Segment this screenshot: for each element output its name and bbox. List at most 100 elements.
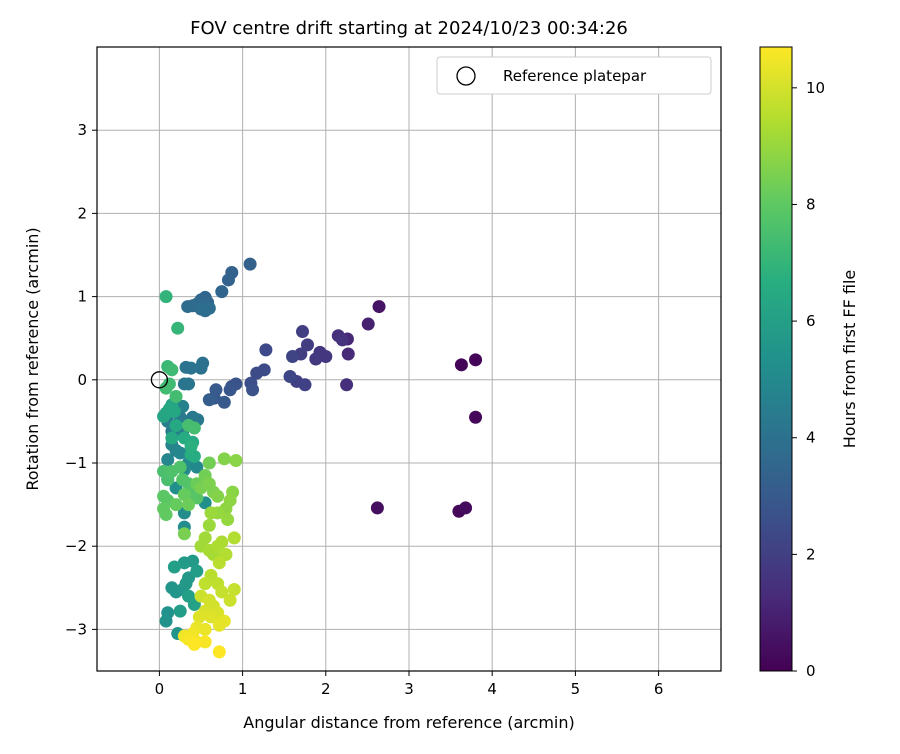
colorbar-tick-label: 6 xyxy=(806,312,816,330)
x-tick-label: 0 xyxy=(155,680,165,698)
data-point xyxy=(173,460,187,474)
chart-title: FOV centre drift starting at 2024/10/23 … xyxy=(190,18,628,39)
y-tick-label: 1 xyxy=(77,288,87,306)
data-point xyxy=(165,431,179,445)
data-point xyxy=(159,508,173,522)
legend-box xyxy=(436,56,712,95)
data-point xyxy=(229,454,243,468)
data-point xyxy=(459,501,473,515)
data-point xyxy=(223,593,237,607)
y-axis-label: Rotation from reference (arcmin) xyxy=(23,227,42,490)
data-point xyxy=(215,535,229,549)
data-point xyxy=(198,577,212,591)
x-tick-label: 2 xyxy=(321,680,331,698)
data-point xyxy=(469,410,483,424)
data-point xyxy=(372,300,386,314)
data-point xyxy=(227,582,241,596)
data-point xyxy=(296,325,310,339)
data-point xyxy=(167,404,181,418)
x-axis-ticks: 0 1 2 3 4 5 6 xyxy=(155,671,664,698)
colorbar-tick-label: 2 xyxy=(806,545,816,563)
data-point xyxy=(184,361,198,375)
data-point xyxy=(209,383,223,397)
data-point xyxy=(159,381,173,395)
x-tick-label: 6 xyxy=(654,680,664,698)
data-point xyxy=(187,449,201,463)
y-tick-label: 0 xyxy=(77,371,87,389)
data-point xyxy=(198,635,212,649)
data-point xyxy=(335,333,349,347)
legend-marker-icon xyxy=(456,66,476,86)
x-tick-label: 4 xyxy=(487,680,497,698)
reference-point-marker xyxy=(150,371,169,389)
data-point xyxy=(169,389,183,403)
data-point xyxy=(286,350,300,364)
data-point xyxy=(223,383,237,397)
data-point xyxy=(169,498,183,512)
data-point xyxy=(181,300,195,314)
data-point xyxy=(190,460,204,474)
data-point xyxy=(190,564,204,578)
data-point xyxy=(161,453,175,467)
data-point xyxy=(283,369,297,383)
legend: Reference platepar xyxy=(436,56,712,95)
data-point xyxy=(192,610,206,624)
colorbar: 0 2 4 6 8 10 Hours from first FF file xyxy=(759,46,859,680)
data-point xyxy=(340,378,354,392)
data-point xyxy=(182,498,196,512)
data-point xyxy=(212,645,226,659)
colorbar-tick-label: 4 xyxy=(806,429,816,447)
data-point xyxy=(217,395,231,409)
data-point xyxy=(454,358,468,372)
data-point xyxy=(300,338,314,352)
data-point xyxy=(221,273,235,287)
data-point xyxy=(259,343,273,357)
y-tick-label: 2 xyxy=(77,204,87,222)
data-point xyxy=(215,285,229,299)
colorbar-tick-label: 8 xyxy=(806,195,816,213)
x-axis-label: Angular distance from reference (arcmin) xyxy=(243,713,574,732)
data-point xyxy=(212,556,226,570)
colorbar-label: Hours from first FF file xyxy=(840,270,859,449)
data-point xyxy=(171,321,185,335)
data-point xyxy=(194,302,208,316)
data-point xyxy=(250,366,264,380)
data-point xyxy=(204,506,218,520)
colorbar-tick-label: 10 xyxy=(806,79,825,97)
data-point xyxy=(177,488,191,502)
data-point xyxy=(202,518,216,532)
data-point xyxy=(341,347,355,361)
y-tick-label: −1 xyxy=(65,454,87,472)
data-point xyxy=(167,560,181,574)
x-tick-label: 3 xyxy=(404,680,414,698)
y-tick-label: 3 xyxy=(77,121,87,139)
data-point xyxy=(469,353,483,367)
data-point xyxy=(370,501,384,515)
data-point xyxy=(204,610,218,624)
x-tick-label: 1 xyxy=(238,680,248,698)
data-point xyxy=(309,352,323,366)
data-point xyxy=(202,393,216,407)
data-point xyxy=(243,257,257,271)
legend-entry-label: Reference platepar xyxy=(503,67,647,85)
x-tick-label: 5 xyxy=(571,680,581,698)
y-axis-ticks: −3 −2 −1 0 1 2 3 xyxy=(65,121,97,638)
data-point xyxy=(187,637,201,651)
colorbar-tick-label: 0 xyxy=(806,662,816,680)
data-point xyxy=(361,317,375,331)
data-point xyxy=(211,489,225,503)
data-point xyxy=(298,378,312,392)
data-point xyxy=(202,456,216,470)
data-point xyxy=(217,452,231,466)
data-point xyxy=(159,614,173,628)
data-point xyxy=(227,531,241,545)
data-point xyxy=(198,622,212,636)
data-point xyxy=(173,604,187,618)
data-point xyxy=(182,377,196,391)
data-points xyxy=(157,257,483,659)
data-point xyxy=(194,361,208,375)
colorbar-gradient xyxy=(759,46,793,672)
data-point xyxy=(184,439,198,453)
data-point xyxy=(221,513,235,527)
